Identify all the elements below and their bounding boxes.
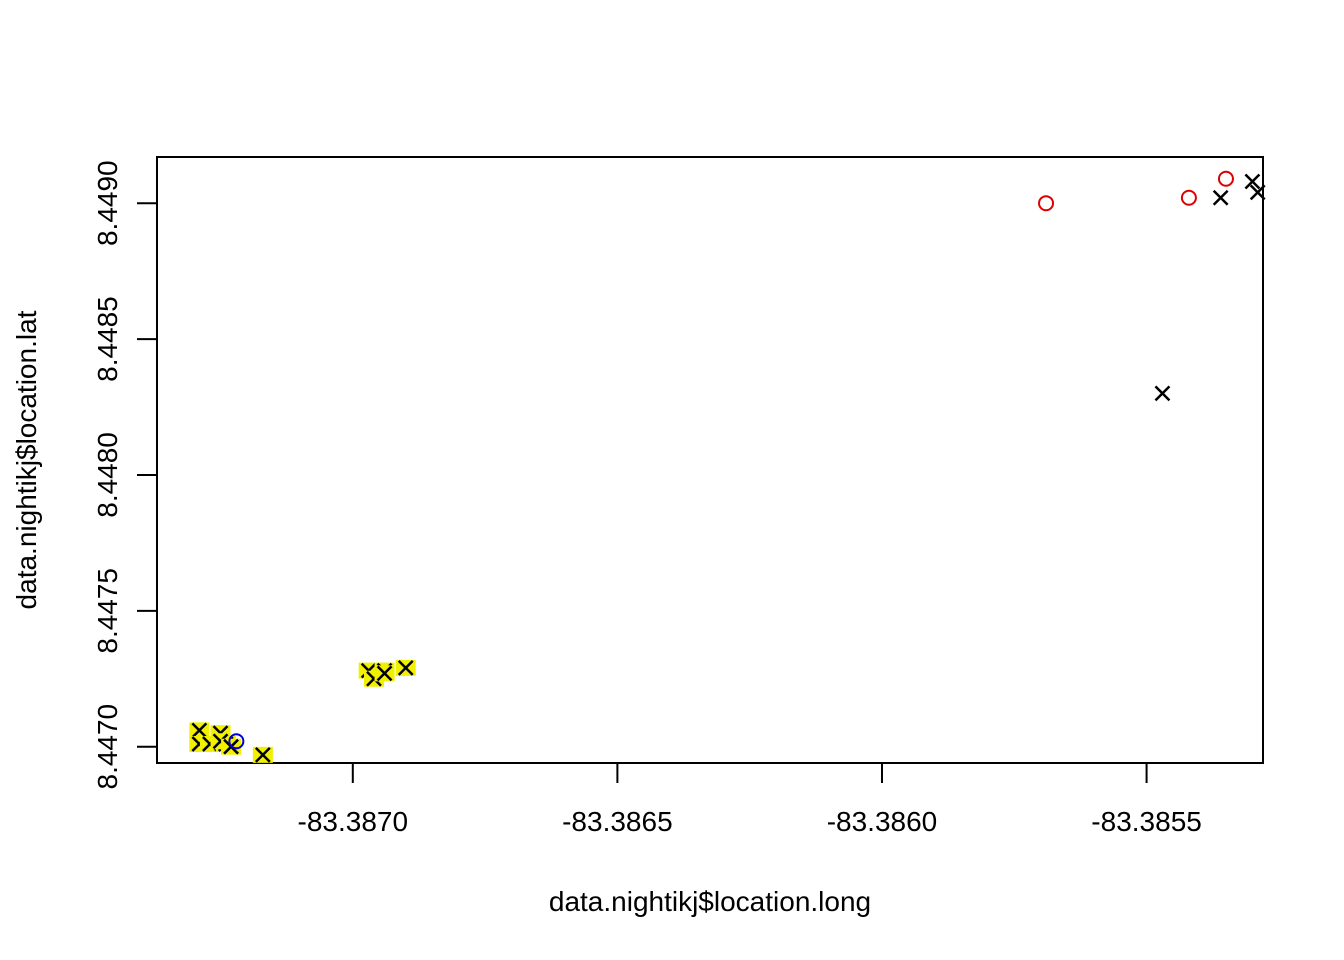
point-x-highlighted (397, 660, 414, 676)
y-axis: 8.4470 8.4475 8.4480 8.4485 8.4490 (92, 160, 158, 790)
point-x (1154, 385, 1171, 402)
point-x-highlighted (376, 665, 393, 682)
point-red-circle (1038, 195, 1055, 212)
y-tick-label: 8.4485 (92, 296, 123, 382)
x-tick-label: -83.3860 (827, 806, 938, 837)
point-x-highlighted (254, 746, 271, 763)
x-tick-label: -83.3865 (562, 806, 673, 837)
y-tick-label: 8.4470 (92, 704, 123, 790)
x-tick-label: -83.3870 (298, 806, 409, 837)
y-tick-label: 8.4490 (92, 160, 123, 246)
plot-box (156, 156, 1264, 764)
point-x-highlighted (191, 722, 208, 739)
x-axis: -83.3870 -83.3865 -83.3860 -83.3855 (298, 762, 1202, 837)
point-blue-circle (228, 733, 245, 750)
point-x (1244, 173, 1261, 190)
x-axis-label: data.nightikj$location.long (549, 886, 871, 917)
point-x (1212, 189, 1229, 206)
point-x (1249, 184, 1266, 201)
point-red-circle (1180, 189, 1197, 206)
y-axis-label: data.nightikj$location.lat (11, 310, 42, 609)
y-tick-label: 8.4475 (92, 568, 123, 654)
x-tick-label: -83.3855 (1091, 806, 1202, 837)
data-points (189, 170, 1266, 763)
y-tick-label: 8.4480 (92, 432, 123, 518)
point-red-circle (1217, 170, 1234, 187)
